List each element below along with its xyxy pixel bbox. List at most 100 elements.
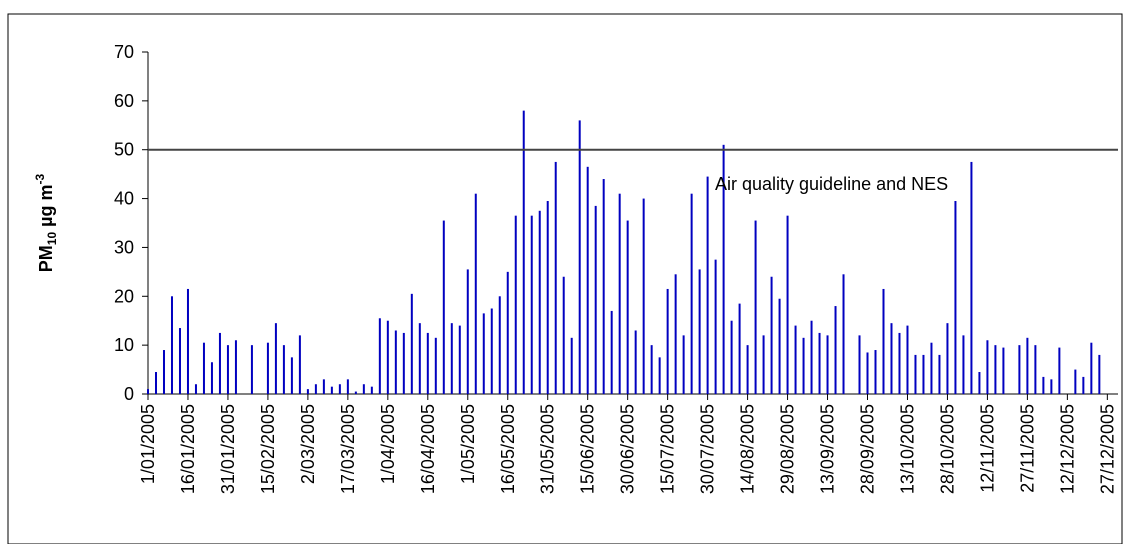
- bar: [202, 342, 205, 394]
- bar: [1050, 379, 1053, 394]
- y-label-part: PM: [36, 245, 56, 272]
- y-label-sub: 10: [45, 232, 59, 246]
- bar: [626, 220, 629, 394]
- bar: [794, 325, 797, 394]
- bar: [322, 379, 325, 394]
- bar: [746, 345, 749, 394]
- x-tick-label: 13/09/2005: [818, 404, 838, 494]
- bar: [538, 210, 541, 394]
- bar: [666, 288, 669, 394]
- x-tick-label: 2/03/2005: [298, 404, 318, 484]
- bar: [810, 320, 813, 394]
- x-tick-label: 15/06/2005: [578, 404, 598, 494]
- bar: [738, 303, 741, 394]
- bar: [490, 308, 493, 394]
- bar: [578, 120, 581, 395]
- x-tick-label: 13/10/2005: [897, 404, 917, 494]
- bar: [674, 274, 677, 394]
- bar: [234, 340, 237, 394]
- bar: [250, 345, 253, 394]
- bar: [586, 166, 589, 394]
- bar: [154, 372, 157, 394]
- bar: [642, 198, 645, 394]
- bar: [218, 332, 221, 394]
- x-tick-label: 30/06/2005: [618, 404, 638, 494]
- bar: [514, 215, 517, 394]
- bar: [418, 323, 421, 394]
- bar: [210, 362, 213, 394]
- bar: [954, 201, 957, 394]
- y-tick-label: 10: [114, 335, 134, 355]
- bar: [714, 259, 717, 394]
- bar: [690, 193, 693, 394]
- bar: [802, 337, 805, 394]
- bar: [458, 325, 461, 394]
- bar: [978, 372, 981, 394]
- bar: [147, 389, 149, 394]
- bar: [778, 298, 781, 394]
- x-tick-label: 17/03/2005: [338, 404, 358, 494]
- bar: [962, 335, 965, 394]
- x-tick-label: 15/07/2005: [658, 404, 678, 494]
- y-tick-label: 0: [124, 384, 134, 404]
- bar: [306, 389, 309, 394]
- bar: [426, 332, 429, 394]
- bar: [1090, 342, 1093, 394]
- x-tick-label: 15/02/2005: [258, 404, 278, 494]
- bar: [930, 342, 933, 394]
- bar: [178, 328, 181, 394]
- x-tick-label: 30/07/2005: [698, 404, 718, 494]
- bar: [1026, 337, 1029, 394]
- bar: [1002, 347, 1005, 394]
- x-tick-label: 1/04/2005: [378, 404, 398, 484]
- bar: [706, 176, 709, 394]
- bar: [298, 335, 301, 394]
- bar: [874, 350, 877, 394]
- bar: [698, 269, 701, 394]
- x-tick-label: 16/04/2005: [418, 404, 438, 494]
- y-axis-label: PM10 µg m-3: [33, 173, 59, 272]
- bar: [658, 357, 661, 394]
- bar: [506, 271, 509, 394]
- y-label-sup: -3: [33, 173, 47, 184]
- x-tick-label: 1/05/2005: [458, 404, 478, 484]
- bar: [314, 384, 317, 394]
- bar: [554, 161, 557, 394]
- y-tick-label: 20: [114, 286, 134, 306]
- bar: [1042, 376, 1045, 394]
- bar: [946, 323, 949, 394]
- chart-frame: [7, 13, 1123, 545]
- bar: [402, 332, 405, 394]
- bar: [986, 340, 989, 394]
- bar: [482, 313, 485, 394]
- annotation: Air quality guideline and NES: [715, 174, 948, 194]
- y-tick-label: 50: [114, 140, 134, 160]
- x-tick-label: 14/08/2005: [738, 404, 758, 494]
- bar: [562, 276, 565, 394]
- bar: [922, 354, 925, 394]
- x-tick-label: 1/01/2005: [138, 404, 158, 484]
- x-tick-label: 16/01/2005: [178, 404, 198, 494]
- bar: [354, 391, 357, 394]
- x-tick-label: 31/01/2005: [218, 404, 238, 494]
- bar: [530, 215, 533, 394]
- bar: [770, 276, 773, 394]
- bar: [466, 269, 469, 394]
- bar: [346, 379, 349, 394]
- bar: [338, 384, 341, 394]
- bar: [634, 330, 637, 394]
- bar: [898, 332, 901, 394]
- x-tick-label: 28/10/2005: [937, 404, 957, 494]
- bar: [378, 318, 381, 394]
- y-tick-label: 40: [114, 189, 134, 209]
- bar: [882, 288, 885, 394]
- x-tick-label: 31/05/2005: [538, 404, 558, 494]
- x-tick-label: 12/11/2005: [977, 404, 997, 493]
- bar: [370, 386, 373, 394]
- bar: [1098, 354, 1101, 394]
- bar: [434, 337, 437, 394]
- bar: [386, 320, 389, 394]
- x-tick-label: 27/11/2005: [1017, 404, 1037, 493]
- bar: [762, 335, 765, 394]
